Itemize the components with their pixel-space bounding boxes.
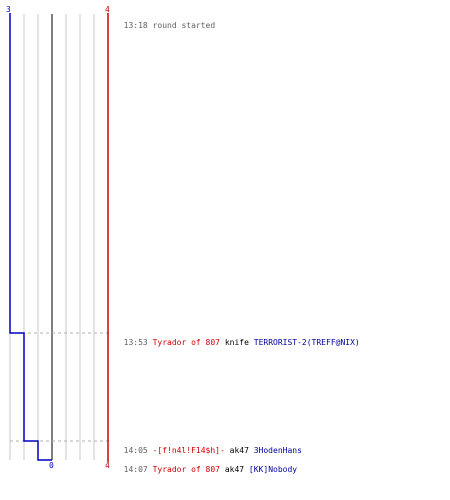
weapon-name: knife	[224, 338, 249, 347]
event-time: 13:18	[123, 21, 148, 30]
ct-team-step-line	[9, 13, 52, 461]
event-markers	[10, 332, 112, 442]
t-start-score: 4	[105, 5, 110, 14]
weapon-name: ak47	[224, 465, 245, 474]
event-round-start: 13:18 round started	[114, 11, 216, 31]
kill-event: 13:53 Tyrador of 807 knife TERRORIST-2(T…	[114, 328, 360, 348]
event-time: 14:07	[123, 465, 148, 474]
ct-start-score: 3	[6, 5, 11, 14]
victim-name: [KK]Nobody	[248, 465, 298, 474]
killer-name: -[f!n4l!F14$h]-	[152, 446, 225, 455]
event-time: 13:53	[123, 338, 148, 347]
killer-name: Tyrador of 807	[152, 465, 220, 474]
t-end-score: 4	[105, 461, 110, 470]
weapon-name: ak47	[229, 446, 249, 455]
event-message: round started	[152, 21, 216, 30]
grid-lines	[9, 14, 95, 460]
ct-end-score: 0	[49, 461, 54, 470]
victim-name: TERRORIST-2(TREFF@NIX)	[253, 338, 360, 347]
victim-name: 3HodenHans	[253, 446, 302, 455]
kill-event: 14:05 -[f!n4l!F14$h]- ak47 3HodenHans	[114, 436, 302, 456]
killer-name: Tyrador of 807	[152, 338, 220, 347]
event-time: 14:05	[123, 446, 148, 455]
kill-event: 14:07 Tyrador of 807 ak47 [KK]Nobody	[114, 455, 297, 475]
